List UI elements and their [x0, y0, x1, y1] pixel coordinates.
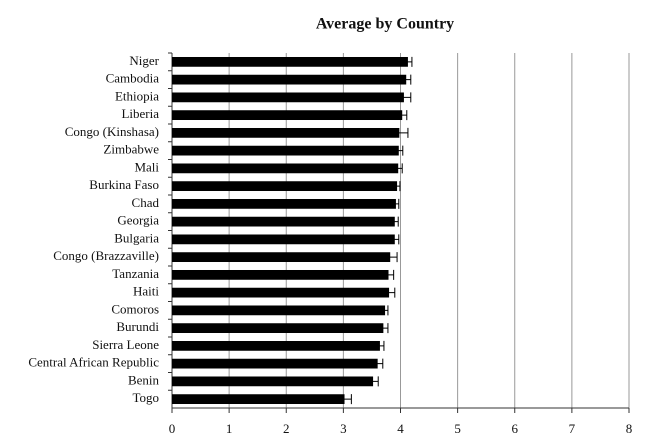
y-tick-label: Sierra Leone — [92, 337, 159, 352]
y-tick-label: Comoros — [111, 301, 159, 316]
y-tick-label: Togo — [132, 390, 159, 405]
bar — [172, 376, 374, 387]
y-tick-label: Congo (Brazzaville) — [53, 248, 159, 263]
bar — [172, 358, 378, 369]
bar — [172, 127, 400, 138]
y-tick-label: Georgia — [117, 213, 159, 228]
y-tick-label: Burkina Faso — [89, 177, 159, 192]
x-tick-label: 7 — [569, 421, 576, 436]
bar — [172, 181, 398, 192]
bar — [172, 163, 399, 174]
y-tick-label: Congo (Kinshasa) — [65, 124, 159, 139]
y-tick-label: Tanzania — [112, 266, 159, 281]
bar — [172, 56, 408, 67]
x-tick-label: 0 — [169, 421, 176, 436]
y-tick-label: Chad — [132, 195, 160, 210]
x-tick-label: 8 — [626, 421, 633, 436]
bar — [172, 269, 389, 280]
bar — [172, 252, 391, 263]
bar — [172, 198, 396, 209]
y-tick-label: Central African Republic — [28, 355, 159, 370]
bar — [172, 234, 395, 245]
y-tick-label: Cambodia — [106, 71, 160, 86]
bar — [172, 92, 404, 103]
y-tick-label: Mali — [134, 159, 159, 174]
bar — [172, 145, 399, 156]
x-tick-label: 1 — [226, 421, 233, 436]
chart-title: Average by Country — [316, 16, 454, 33]
y-tick-label: Burundi — [116, 319, 159, 334]
bar — [172, 287, 390, 298]
bar — [172, 323, 384, 334]
y-tick-label: Bulgaria — [114, 230, 159, 245]
y-tick-label: Ethiopia — [115, 88, 159, 103]
bar — [172, 305, 386, 316]
bar — [172, 110, 403, 121]
y-tick-label: Benin — [128, 372, 160, 387]
x-tick-label: 4 — [397, 421, 404, 436]
bar — [172, 74, 407, 85]
bar — [172, 394, 345, 405]
bar — [172, 340, 380, 351]
y-tick-label: Niger — [129, 53, 159, 68]
y-tick-label: Liberia — [121, 106, 159, 121]
x-tick-label: 6 — [512, 421, 519, 436]
x-tick-label: 2 — [283, 421, 290, 436]
bar — [172, 216, 395, 227]
x-tick-label: 3 — [340, 421, 347, 436]
x-tick-label: 5 — [454, 421, 461, 436]
y-tick-label: Zimbabwe — [103, 142, 159, 157]
y-tick-label: Haiti — [133, 284, 159, 299]
